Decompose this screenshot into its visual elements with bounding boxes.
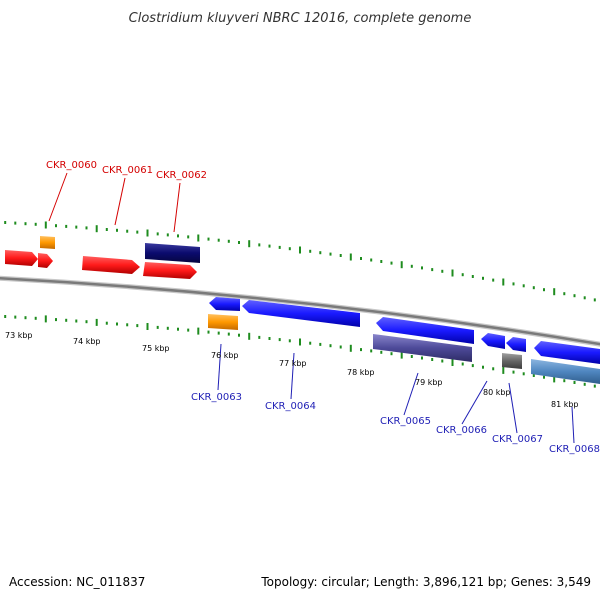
reverse-genes: [208, 297, 600, 384]
gene-orange-box-fwd[interactable]: [40, 236, 55, 249]
scale-label-73: 73 kbp: [5, 331, 33, 340]
gene-ckr0062-navy-box[interactable]: [145, 243, 200, 263]
gene-label-ckr0060[interactable]: CKR_0060: [46, 160, 97, 171]
scale-label-76: 76 kbp: [211, 351, 239, 360]
gene-ckr0064-arrow[interactable]: [242, 300, 360, 327]
gene-ckr0060-arrow-a[interactable]: [5, 250, 38, 266]
gene-label-ckr0064[interactable]: CKR_0064: [265, 401, 316, 412]
gene-label-ckr0067[interactable]: CKR_0067: [492, 434, 543, 445]
gene-label-ckr0066[interactable]: CKR_0066: [436, 425, 487, 436]
scale-label-77: 77 kbp: [279, 359, 307, 368]
scale-label-75: 75 kbp: [142, 344, 170, 353]
scale-label-78: 78 kbp: [347, 368, 375, 377]
gene-ckr0062-arrow[interactable]: [143, 262, 197, 279]
gene-label-ckr0068[interactable]: CKR_0068: [549, 444, 600, 455]
scale-label-79: 79 kbp: [415, 378, 443, 387]
gene-ckr0067-arrow[interactable]: [506, 337, 526, 352]
genome-backbone-core: [0, 277, 600, 346]
gene-ckr0066-arrow[interactable]: [481, 333, 505, 349]
scale-label-81: 81 kbp: [551, 400, 579, 409]
gene-label-ckr0062[interactable]: CKR_0062: [156, 170, 207, 181]
tick-tracks: [4, 221, 596, 388]
gene-ckr0061-arrow[interactable]: [82, 256, 140, 274]
gene-ckr0065-purple-box[interactable]: [373, 334, 472, 362]
label-leaders: [48, 172, 575, 444]
gene-label-ckr0063[interactable]: CKR_0063: [191, 392, 242, 403]
gene-ckr0063-arrow[interactable]: [209, 297, 240, 311]
map-title: Clostridium kluyveri NBRC 12016, complet…: [129, 11, 472, 26]
gene-ckr0068-steel-box[interactable]: [531, 359, 600, 384]
gene-ckr0065-arrow[interactable]: [376, 317, 474, 344]
gene-orange-box-rev[interactable]: [208, 314, 238, 330]
forward-genes: [5, 236, 200, 279]
gene-ckr0060-arrow-b[interactable]: [38, 253, 53, 268]
scale-label-74: 74 kbp: [73, 337, 101, 346]
gene-label-ckr0065[interactable]: CKR_0065: [380, 416, 431, 427]
gene-ckr0067-gray-box[interactable]: [502, 353, 522, 369]
topology-text: Topology: circular; Length: 3,896,121 bp…: [260, 575, 591, 589]
gene-label-ckr0061[interactable]: CKR_0061: [102, 165, 153, 176]
gene-ckr0068-arrow[interactable]: [534, 341, 600, 364]
scale-label-80: 80 kbp: [483, 388, 511, 397]
accession-text: Accession: NC_011837: [9, 575, 145, 589]
